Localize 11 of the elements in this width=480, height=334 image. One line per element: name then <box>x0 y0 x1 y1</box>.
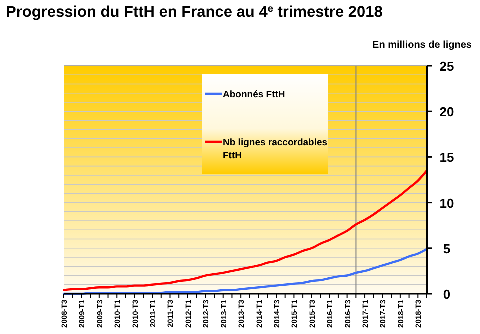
y-tick-label: 10 <box>440 196 454 211</box>
y-tick-label: 15 <box>440 150 454 166</box>
y-tick-label: 25 <box>440 59 454 74</box>
chart-title: Progression du FttH en France au 4$^{e}$ trimestre 2018 <box>6 4 384 21</box>
legend-label: Abonnés FttH <box>223 90 286 100</box>
y-tick-label: 5 <box>443 241 451 256</box>
legend-label: Nb lignes raccordables FttH <box>223 138 328 162</box>
y-axis-title: En millions de lignes <box>372 40 472 51</box>
y-tick-label: 20 <box>440 104 454 120</box>
line-series <box>62 170 428 292</box>
y-tick-label: 0 <box>443 287 451 302</box>
